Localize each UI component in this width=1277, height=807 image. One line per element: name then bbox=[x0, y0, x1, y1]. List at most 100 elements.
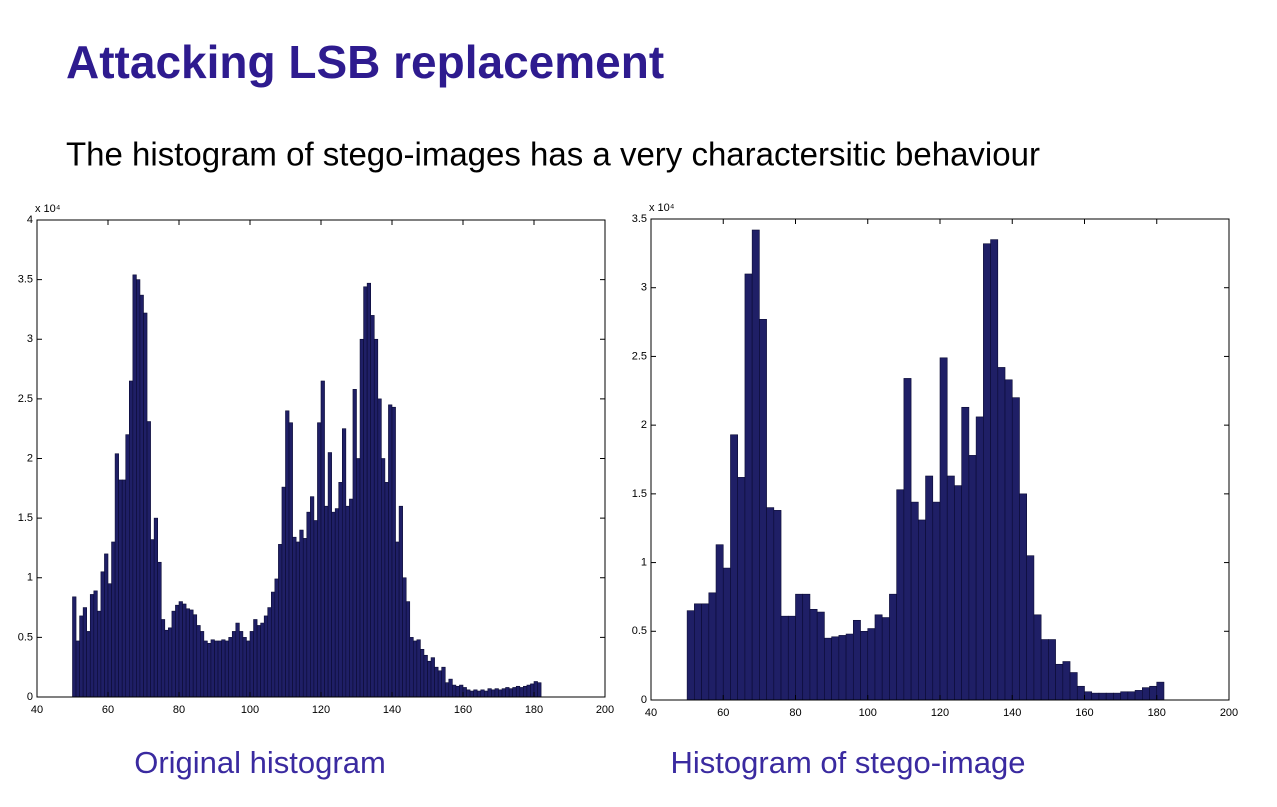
bar bbox=[136, 279, 141, 698]
bar bbox=[519, 687, 524, 698]
y-tick-label: 2 bbox=[27, 452, 33, 464]
bar bbox=[274, 578, 279, 698]
bar bbox=[349, 498, 354, 698]
bar bbox=[139, 294, 144, 698]
bar bbox=[487, 688, 492, 698]
bar bbox=[701, 603, 710, 701]
bar bbox=[530, 683, 535, 698]
bar bbox=[405, 601, 411, 698]
bar bbox=[476, 690, 482, 698]
bar bbox=[377, 398, 382, 698]
bar bbox=[1048, 639, 1056, 701]
bar bbox=[168, 627, 173, 698]
bar bbox=[235, 622, 240, 698]
bar bbox=[473, 689, 478, 698]
bar bbox=[341, 428, 347, 698]
y-tick-label: 0.5 bbox=[18, 631, 33, 643]
bar bbox=[469, 690, 474, 698]
bar bbox=[104, 553, 109, 698]
y-tick-label: 1 bbox=[641, 556, 647, 568]
bar bbox=[249, 631, 254, 698]
bar bbox=[171, 610, 176, 698]
bar bbox=[1040, 639, 1049, 701]
bar bbox=[157, 561, 162, 698]
bar bbox=[508, 688, 513, 698]
bar bbox=[441, 666, 446, 698]
bar bbox=[373, 338, 379, 698]
bar bbox=[93, 590, 98, 698]
bar bbox=[129, 380, 134, 698]
bar bbox=[881, 617, 890, 701]
bar bbox=[352, 389, 357, 698]
bar bbox=[267, 607, 272, 698]
bar bbox=[759, 319, 767, 701]
bar bbox=[288, 422, 293, 698]
bar bbox=[118, 479, 123, 698]
y-tick-label: 3 bbox=[641, 282, 647, 294]
bar bbox=[816, 611, 825, 701]
bar bbox=[200, 631, 205, 698]
bar bbox=[787, 615, 796, 701]
bar bbox=[270, 591, 276, 698]
x-tick-label: 200 bbox=[596, 704, 614, 716]
bar bbox=[480, 689, 485, 698]
bar bbox=[327, 452, 332, 698]
bar bbox=[331, 511, 336, 698]
bar bbox=[501, 688, 506, 698]
bar bbox=[381, 458, 386, 698]
bar bbox=[246, 640, 251, 698]
bar bbox=[1098, 692, 1107, 701]
bar bbox=[324, 505, 329, 698]
bar bbox=[86, 631, 91, 698]
bar bbox=[932, 501, 941, 701]
bar bbox=[459, 684, 464, 698]
x-tick-label: 60 bbox=[102, 704, 114, 716]
bar bbox=[903, 378, 912, 701]
bar bbox=[751, 229, 760, 701]
bar bbox=[370, 315, 375, 698]
y-multiplier: x 10⁴ bbox=[649, 202, 675, 214]
bar bbox=[114, 453, 119, 698]
bar bbox=[317, 422, 322, 698]
bar bbox=[310, 496, 315, 698]
bar bbox=[737, 477, 746, 701]
bar bbox=[430, 657, 435, 698]
bar bbox=[1004, 379, 1013, 701]
bar bbox=[975, 416, 984, 701]
bar bbox=[160, 619, 166, 698]
bar bbox=[82, 607, 88, 698]
x-tick-label: 160 bbox=[454, 704, 472, 716]
x-tick-label: 80 bbox=[173, 704, 185, 716]
bar bbox=[483, 690, 489, 698]
bar bbox=[111, 541, 116, 698]
bar bbox=[780, 615, 789, 701]
bar bbox=[409, 637, 414, 698]
bar bbox=[515, 685, 521, 698]
bar bbox=[143, 312, 148, 698]
bar bbox=[189, 609, 194, 698]
bar bbox=[253, 619, 258, 698]
x-tick-label: 140 bbox=[383, 704, 401, 716]
x-tick-label: 40 bbox=[31, 704, 43, 716]
chart-caption: Original histogram bbox=[134, 745, 386, 780]
x-tick-label: 60 bbox=[717, 707, 729, 719]
bar bbox=[391, 406, 396, 698]
y-tick-label: 2 bbox=[641, 419, 647, 431]
bar bbox=[1084, 691, 1093, 701]
bar bbox=[427, 660, 432, 698]
x-tick-label: 100 bbox=[859, 707, 877, 719]
bar bbox=[175, 604, 180, 698]
bar bbox=[359, 338, 364, 698]
bar bbox=[292, 536, 297, 698]
bar bbox=[100, 571, 105, 698]
bar bbox=[694, 603, 702, 701]
bar bbox=[338, 482, 343, 698]
y-tick-label: 2.5 bbox=[18, 393, 33, 405]
bar bbox=[363, 286, 368, 698]
bar bbox=[72, 596, 77, 698]
bar bbox=[1134, 690, 1143, 701]
x-tick-label: 80 bbox=[789, 707, 801, 719]
bar bbox=[961, 406, 970, 701]
bar bbox=[299, 529, 304, 698]
bar bbox=[132, 274, 137, 698]
